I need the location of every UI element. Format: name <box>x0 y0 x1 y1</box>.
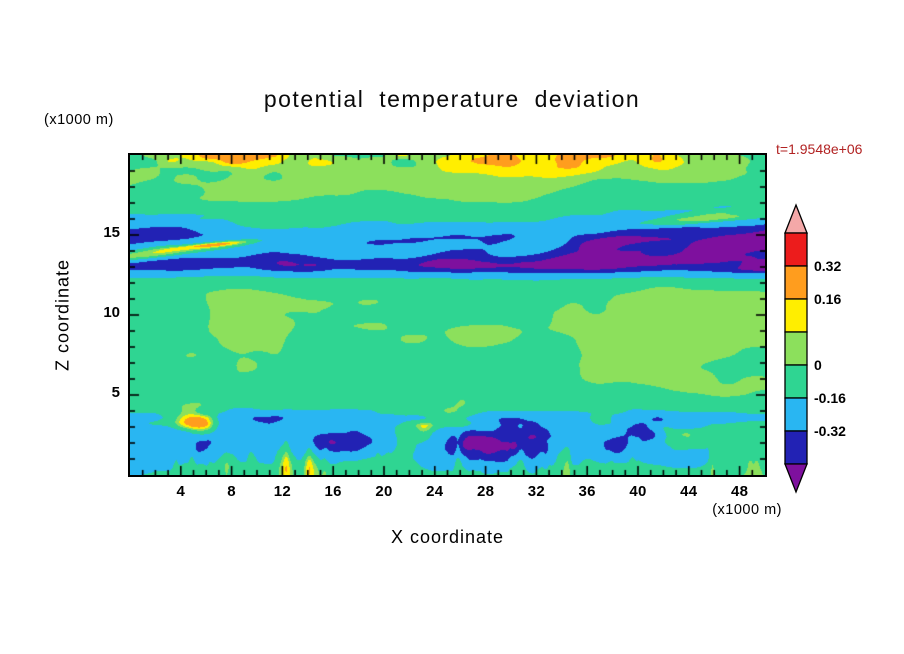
x-tick-label: 48 <box>730 483 749 500</box>
colorbar-arrow-top <box>784 203 808 234</box>
time-annotation: t=1.9548e+06 <box>776 141 863 157</box>
colorbar-label: 0 <box>814 357 822 373</box>
contour-field-canvas <box>130 155 765 475</box>
x-tick-label: 20 <box>375 483 393 500</box>
page-title: potential temperature deviation <box>263 86 641 112</box>
x-axis-unit: (x1000 m) <box>712 502 782 518</box>
colorbar-segment <box>784 232 808 267</box>
colorbar-segment <box>784 298 808 333</box>
z-axis-unit: (x1000 m) <box>44 112 114 128</box>
colorbar-label: 0.32 <box>814 258 841 274</box>
colorbar-label: -0.32 <box>814 423 846 439</box>
x-tick-label: 24 <box>426 483 444 500</box>
x-tick-label: 12 <box>273 483 292 500</box>
z-tick-label: 5 <box>111 384 120 401</box>
colorbar-label: 0.16 <box>814 291 841 307</box>
colorbar-segment <box>784 265 808 300</box>
x-tick-label: 36 <box>578 483 596 500</box>
colorbar: 0.32 0.16 0 -0.16 -0.32 <box>784 203 846 494</box>
x-tick-label: 4 <box>176 483 186 500</box>
x-tick-label: 8 <box>227 483 236 500</box>
x-tick-label: 32 <box>527 483 546 500</box>
x-tick-label: 44 <box>680 483 698 500</box>
x-axis-label: X coordinate <box>390 527 505 547</box>
x-tick-label: 28 <box>476 483 495 500</box>
colorbar-arrow-bottom <box>784 463 808 494</box>
z-tick-label: 15 <box>103 224 120 241</box>
colorbar-segment <box>784 364 808 399</box>
colorbar-segment <box>784 430 808 465</box>
colorbar-segment <box>784 331 808 366</box>
contour-plot <box>128 153 767 477</box>
x-tick-label: 16 <box>324 483 342 500</box>
z-tick-label: 10 <box>103 304 120 321</box>
colorbar-segment <box>784 397 808 432</box>
colorbar-label: -0.16 <box>814 390 846 406</box>
x-tick-label: 40 <box>629 483 647 500</box>
